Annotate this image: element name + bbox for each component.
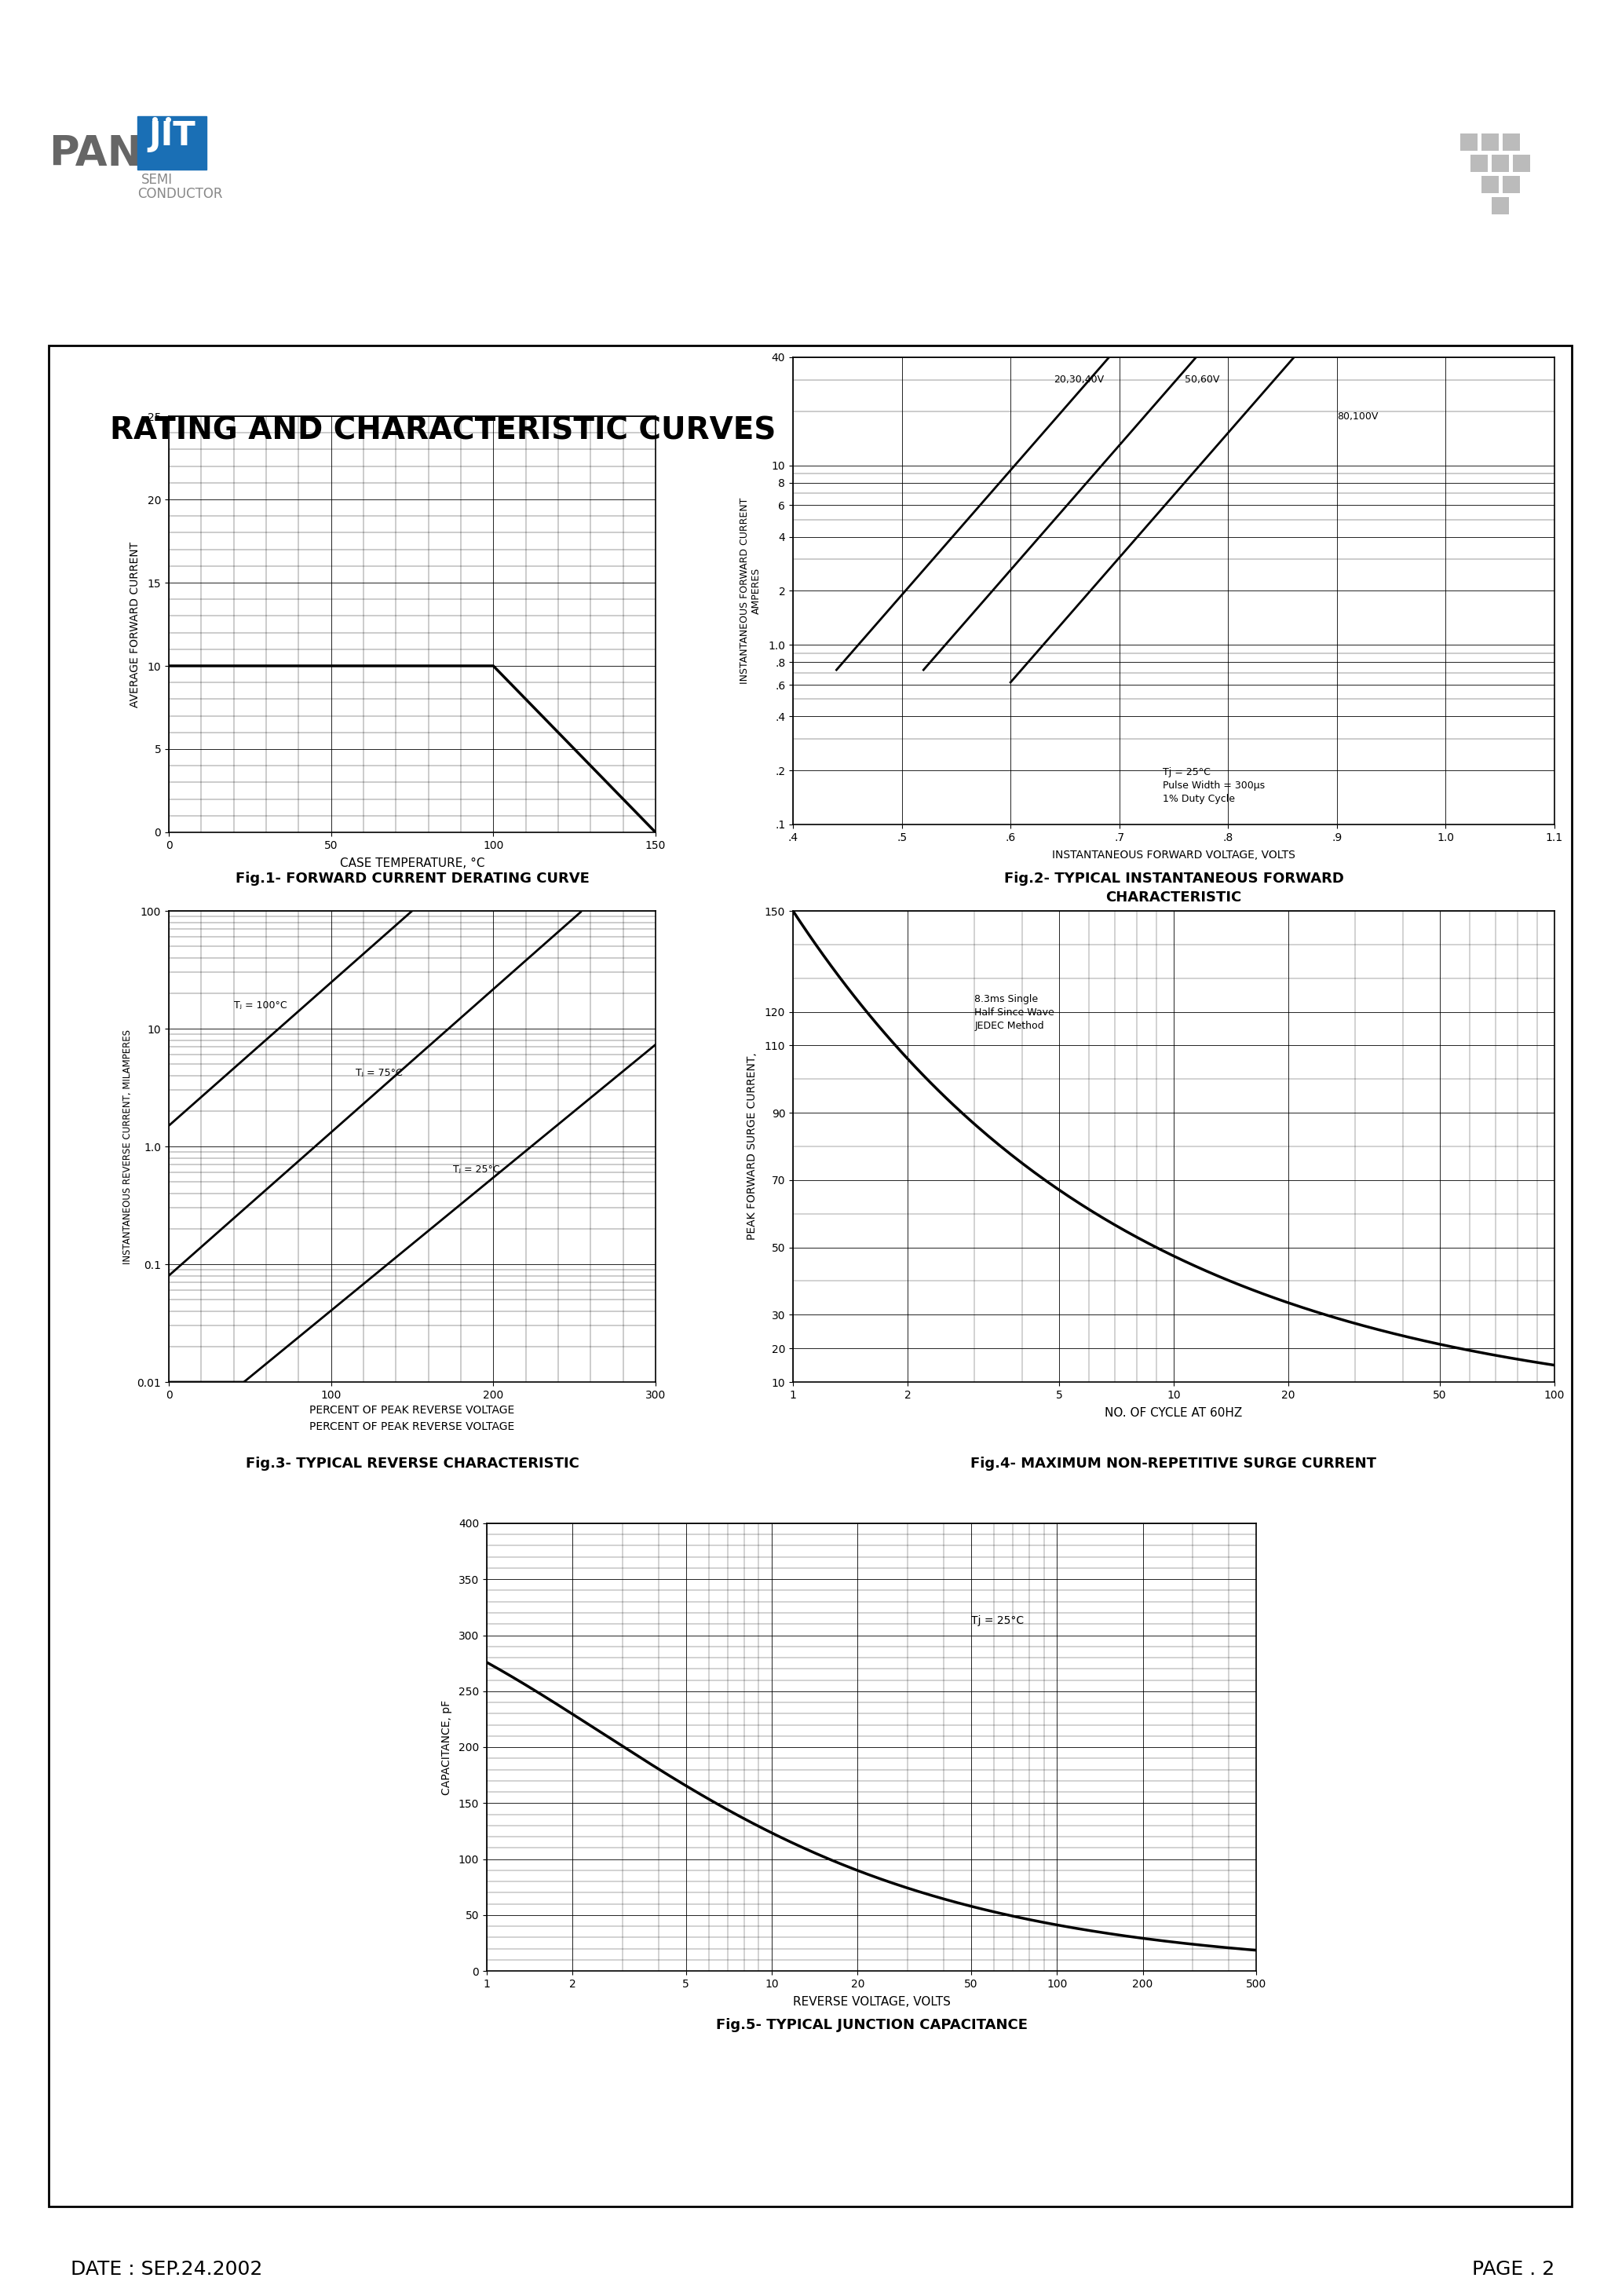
Text: Fig.3- TYPICAL REVERSE CHARACTERISTIC: Fig.3- TYPICAL REVERSE CHARACTERISTIC (245, 1456, 579, 1472)
Text: RATING AND CHARACTERISTIC CURVES: RATING AND CHARACTERISTIC CURVES (110, 416, 775, 445)
Text: Tⱼ = 100°C: Tⱼ = 100°C (234, 1001, 287, 1010)
X-axis label: CASE TEMPERATURE, °C: CASE TEMPERATURE, °C (339, 856, 485, 870)
Text: JIT: JIT (149, 119, 195, 152)
Text: 20,30,40V: 20,30,40V (1054, 374, 1105, 386)
Text: Fig.4- MAXIMUM NON-REPETITIVE SURGE CURRENT: Fig.4- MAXIMUM NON-REPETITIVE SURGE CURR… (970, 1456, 1377, 1472)
Bar (138, 117, 206, 170)
Bar (1481, 133, 1499, 152)
Text: Fig.5- TYPICAL JUNCTION CAPACITANCE: Fig.5- TYPICAL JUNCTION CAPACITANCE (715, 2018, 1027, 2032)
Y-axis label: PEAK FORWARD SURGE CURRENT,: PEAK FORWARD SURGE CURRENT, (748, 1052, 757, 1240)
Text: Tj = 25°C: Tj = 25°C (972, 1616, 1023, 1626)
Bar (1513, 154, 1530, 172)
Bar (49, 344, 1572, 2206)
X-axis label: PERCENT OF PEAK REVERSE VOLTAGE: PERCENT OF PEAK REVERSE VOLTAGE (310, 1405, 514, 1417)
Bar (1502, 133, 1520, 152)
X-axis label: NO. OF CYCLE AT 60HZ: NO. OF CYCLE AT 60HZ (1105, 1407, 1242, 1419)
X-axis label: INSTANTANEOUS FORWARD VOLTAGE, VOLTS: INSTANTANEOUS FORWARD VOLTAGE, VOLTS (1053, 850, 1296, 861)
Bar (1492, 197, 1508, 214)
Text: DATE : SEP.24.2002: DATE : SEP.24.2002 (71, 2259, 263, 2278)
Text: Tⱼ = 75°C: Tⱼ = 75°C (355, 1068, 402, 1077)
Text: Tⱼ = 25°C: Tⱼ = 25°C (453, 1164, 500, 1176)
Text: Fig.2- TYPICAL INSTANTANEOUS FORWARD
CHARACTERISTIC: Fig.2- TYPICAL INSTANTANEOUS FORWARD CHA… (1004, 872, 1343, 905)
Bar (1492, 154, 1508, 172)
Y-axis label: AVERAGE FORWARD CURRENT: AVERAGE FORWARD CURRENT (130, 542, 141, 707)
Bar (1460, 133, 1478, 152)
Text: PAN: PAN (49, 133, 143, 174)
Text: 80,100V: 80,100V (1337, 411, 1379, 422)
Text: Fig.1- FORWARD CURRENT DERATING CURVE: Fig.1- FORWARD CURRENT DERATING CURVE (235, 872, 589, 886)
Bar (1502, 177, 1520, 193)
Y-axis label: CAPACITANCE, pF: CAPACITANCE, pF (441, 1699, 453, 1795)
Text: 8.3ms Single
Half Since-Wave
JEDEC Method: 8.3ms Single Half Since-Wave JEDEC Metho… (975, 994, 1054, 1031)
Bar (1481, 177, 1499, 193)
Text: SEMI: SEMI (141, 172, 174, 186)
Text: CONDUCTOR: CONDUCTOR (138, 186, 222, 202)
Text: PERCENT OF PEAK REVERSE VOLTAGE: PERCENT OF PEAK REVERSE VOLTAGE (310, 1421, 514, 1433)
Y-axis label: INSTANTANEOUS FORWARD CURRENT
AMPERES: INSTANTANEOUS FORWARD CURRENT AMPERES (740, 498, 761, 684)
Bar (1471, 154, 1487, 172)
Text: 50,60V: 50,60V (1184, 374, 1220, 386)
X-axis label: REVERSE VOLTAGE, VOLTS: REVERSE VOLTAGE, VOLTS (793, 1995, 950, 2009)
Text: Tj = 25°C
Pulse Width = 300μs
1% Duty Cycle: Tj = 25°C Pulse Width = 300μs 1% Duty Cy… (1163, 767, 1265, 804)
Text: PAGE . 2: PAGE . 2 (1471, 2259, 1554, 2278)
Y-axis label: INSTANTANEOUS REVERSE CURRENT, MILAMPERES: INSTANTANEOUS REVERSE CURRENT, MILAMPERE… (122, 1029, 133, 1263)
